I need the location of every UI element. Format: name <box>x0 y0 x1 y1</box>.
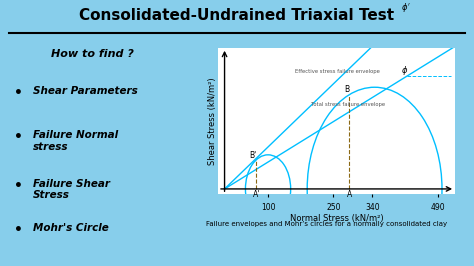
Text: A': A' <box>253 190 260 200</box>
Text: Consolidated-Undrained Triaxial Test: Consolidated-Undrained Triaxial Test <box>80 8 394 23</box>
Text: A: A <box>347 190 353 200</box>
Text: B: B <box>344 85 349 94</box>
Text: •: • <box>13 223 22 237</box>
Text: $\phi'$: $\phi'$ <box>401 1 410 14</box>
Text: Failure Normal
stress: Failure Normal stress <box>33 130 118 152</box>
Text: How to find ?: How to find ? <box>51 49 134 59</box>
Text: Effective stress failure envelope: Effective stress failure envelope <box>295 69 380 74</box>
Text: $\phi$: $\phi$ <box>401 64 408 77</box>
X-axis label: Normal Stress (kN/m²): Normal Stress (kN/m²) <box>290 214 383 223</box>
Text: •: • <box>13 86 22 100</box>
Text: •: • <box>13 179 22 193</box>
Text: Failure Shear
Stress: Failure Shear Stress <box>33 179 110 200</box>
Text: Shear Parameters: Shear Parameters <box>33 86 137 96</box>
Text: Total stress failure envelope: Total stress failure envelope <box>311 102 385 107</box>
Text: B': B' <box>249 151 256 160</box>
Text: Failure envelopes and Mohr’s circles for a normally consolidated clay: Failure envelopes and Mohr’s circles for… <box>207 221 447 227</box>
Text: Mohr's Circle: Mohr's Circle <box>33 223 109 233</box>
Text: •: • <box>13 130 22 144</box>
Y-axis label: Shear Stress (kN/m²): Shear Stress (kN/m²) <box>208 77 217 165</box>
